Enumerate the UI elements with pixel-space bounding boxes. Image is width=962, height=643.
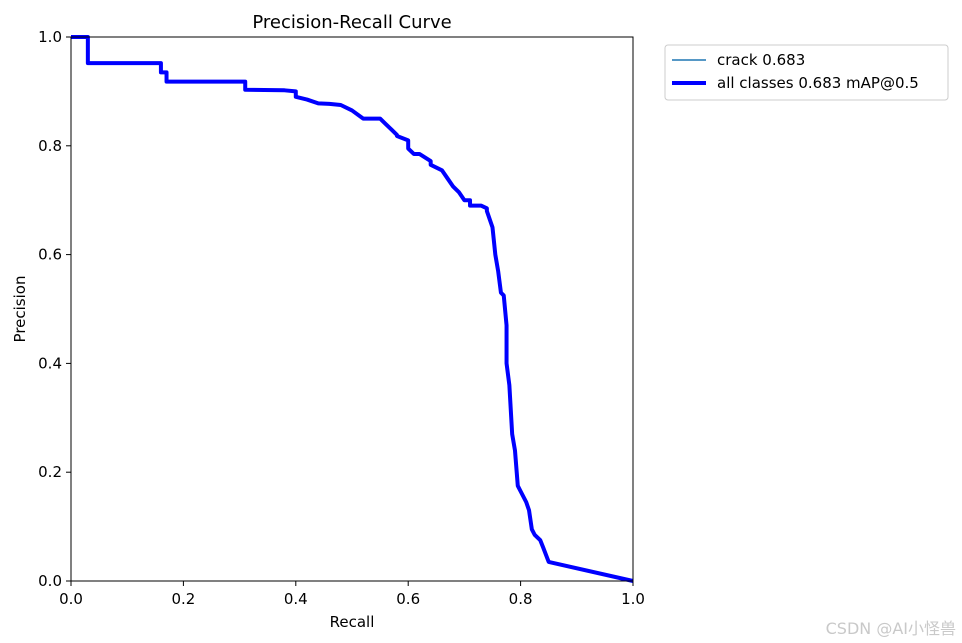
series-layer [71,35,634,583]
y-tick-label: 0.4 [38,354,62,372]
x-axis-ticks: 0.0 0.2 0.4 0.6 0.8 1.0 [59,581,645,608]
y-tick-label: 0.0 [38,572,62,590]
legend: crack 0.683 all classes 0.683 mAP@0.5 [664,44,949,101]
x-tick-label: 0.0 [59,590,83,608]
x-tick-label: 0.4 [284,590,308,608]
legend-label-all-classes: all classes 0.683 mAP@0.5 [717,74,919,92]
chart-title: Precision-Recall Curve [252,12,451,33]
x-tick-label: 0.8 [509,590,533,608]
legend-box [664,44,949,101]
y-tick-label: 0.6 [38,246,62,264]
y-axis-label: Precision [11,276,29,343]
legend-label-crack: crack 0.683 [717,51,805,69]
x-axis-label: Recall [330,613,375,631]
y-tick-label: 1.0 [38,28,62,46]
y-tick-label: 0.8 [38,137,62,155]
y-axis-ticks: 0.0 0.2 0.4 0.6 0.8 1.0 [38,28,71,590]
x-tick-label: 0.2 [171,590,195,608]
y-tick-label: 0.2 [38,463,62,481]
series-line-all-classes [71,35,634,583]
x-tick-label: 1.0 [621,590,645,608]
plot-frame [70,36,634,582]
x-tick-label: 0.6 [396,590,420,608]
watermark-text: CSDN @AI小怪兽 [825,619,956,638]
plot-area [71,37,633,581]
